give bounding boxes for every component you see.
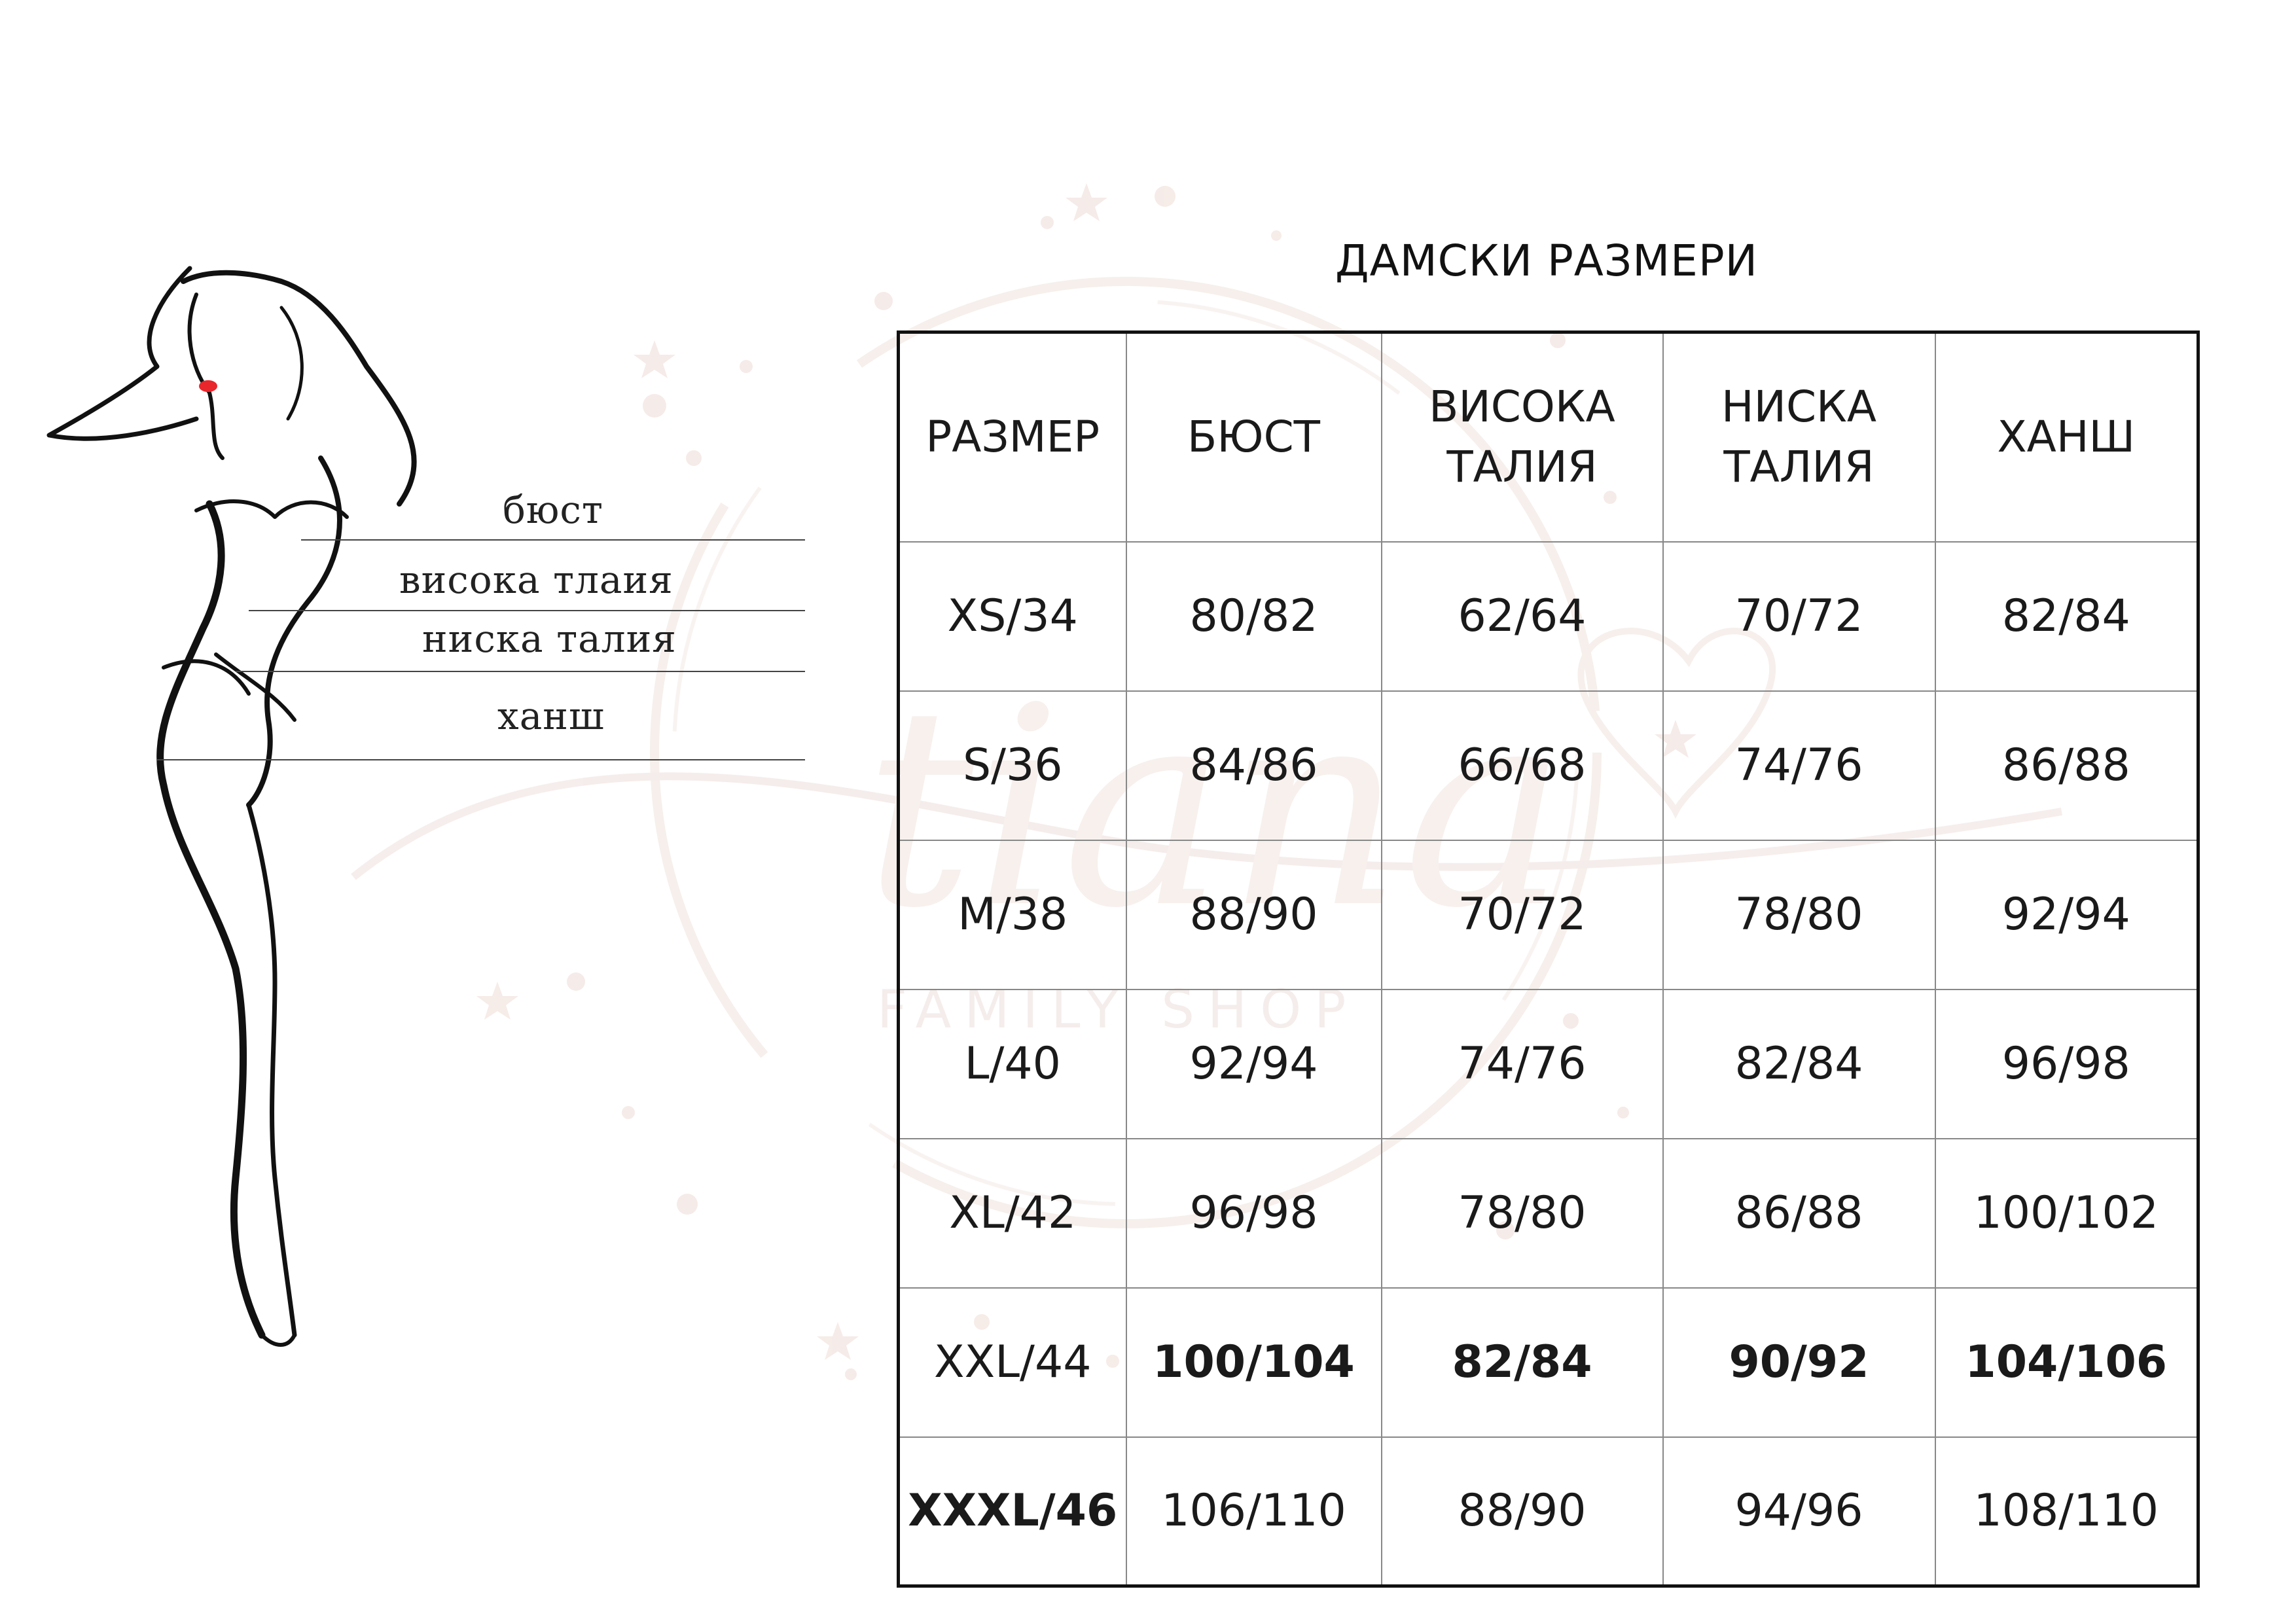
cell-bust: 100/104 <box>1125 1287 1382 1438</box>
cell-low-waist: 82/84 <box>1662 988 1936 1139</box>
table-title: ДАМСКИ РАЗМЕРИ <box>1335 236 1759 286</box>
line-bust <box>301 539 805 541</box>
label-high-waist: висока тлаия <box>399 558 673 602</box>
cell-size: XXL/44 <box>897 1287 1127 1438</box>
cell-size: S/36 <box>897 690 1127 841</box>
cell-bust: 80/82 <box>1125 541 1382 692</box>
label-low-waist: ниска талия <box>422 616 677 661</box>
header-high-waist: ВИСОКА ТАЛИЯ <box>1380 331 1664 543</box>
label-bust: бюст <box>503 488 603 532</box>
cell-high-waist: 82/84 <box>1380 1287 1664 1438</box>
cell-high-waist: 88/90 <box>1380 1436 1664 1587</box>
header-low-waist: НИСКА ТАЛИЯ <box>1662 331 1936 543</box>
header-bust: БЮСТ <box>1125 331 1382 543</box>
table-row: XXXL/46 106/110 88/90 94/96 108/110 <box>897 1436 2199 1587</box>
cell-size: XS/34 <box>897 541 1127 692</box>
table-row: M/38 88/90 70/72 78/80 92/94 <box>897 839 2199 990</box>
table-row: S/36 84/86 66/68 74/76 86/88 <box>897 690 2199 841</box>
table-row: XXL/44 100/104 82/84 90/92 104/106 <box>897 1287 2199 1438</box>
cell-bust: 88/90 <box>1125 839 1382 990</box>
cell-low-waist: 90/92 <box>1662 1287 1936 1438</box>
cell-high-waist: 78/80 <box>1380 1137 1664 1289</box>
cell-bust: 106/110 <box>1125 1436 1382 1587</box>
header-hips: ХАНШ <box>1934 331 2199 543</box>
cell-low-waist: 86/88 <box>1662 1137 1936 1289</box>
cell-bust: 84/86 <box>1125 690 1382 841</box>
lips-icon <box>199 380 217 392</box>
line-low-waist <box>236 671 805 672</box>
cell-hips: 100/102 <box>1934 1137 2199 1289</box>
cell-hips: 86/88 <box>1934 690 2199 841</box>
cell-bust: 96/98 <box>1125 1137 1382 1289</box>
line-hips <box>157 759 805 760</box>
cell-hips: 96/98 <box>1934 988 2199 1139</box>
cell-size: M/38 <box>897 839 1127 990</box>
table-row: XL/42 96/98 78/80 86/88 100/102 <box>897 1137 2199 1289</box>
cell-hips: 104/106 <box>1934 1287 2199 1438</box>
cell-size: L/40 <box>897 988 1127 1139</box>
table-row: XS/34 80/82 62/64 70/72 82/84 <box>897 541 2199 692</box>
cell-hips: 108/110 <box>1934 1436 2199 1587</box>
cell-low-waist: 78/80 <box>1662 839 1936 990</box>
table-row: L/40 92/94 74/76 82/84 96/98 <box>897 988 2199 1139</box>
cell-hips: 82/84 <box>1934 541 2199 692</box>
cell-high-waist: 70/72 <box>1380 839 1664 990</box>
cell-size: XXXL/46 <box>897 1436 1127 1587</box>
cell-low-waist: 70/72 <box>1662 541 1936 692</box>
table-header-row: РАЗМЕР БЮСТ ВИСОКА ТАЛИЯ НИСКА ТАЛИЯ ХАНШ <box>897 331 2199 543</box>
cell-high-waist: 62/64 <box>1380 541 1664 692</box>
cell-low-waist: 74/76 <box>1662 690 1936 841</box>
cell-size: XL/42 <box>897 1137 1127 1289</box>
cell-high-waist: 66/68 <box>1380 690 1664 841</box>
label-hips: ханш <box>497 694 605 738</box>
cell-high-waist: 74/76 <box>1380 988 1664 1139</box>
line-high-waist <box>249 610 805 611</box>
header-size: РАЗМЕР <box>897 331 1127 543</box>
cell-hips: 92/94 <box>1934 839 2199 990</box>
cell-bust: 92/94 <box>1125 988 1382 1139</box>
cell-low-waist: 94/96 <box>1662 1436 1936 1587</box>
size-table: РАЗМЕР БЮСТ ВИСОКА ТАЛИЯ НИСКА ТАЛИЯ ХАНШ … <box>897 330 2200 1588</box>
